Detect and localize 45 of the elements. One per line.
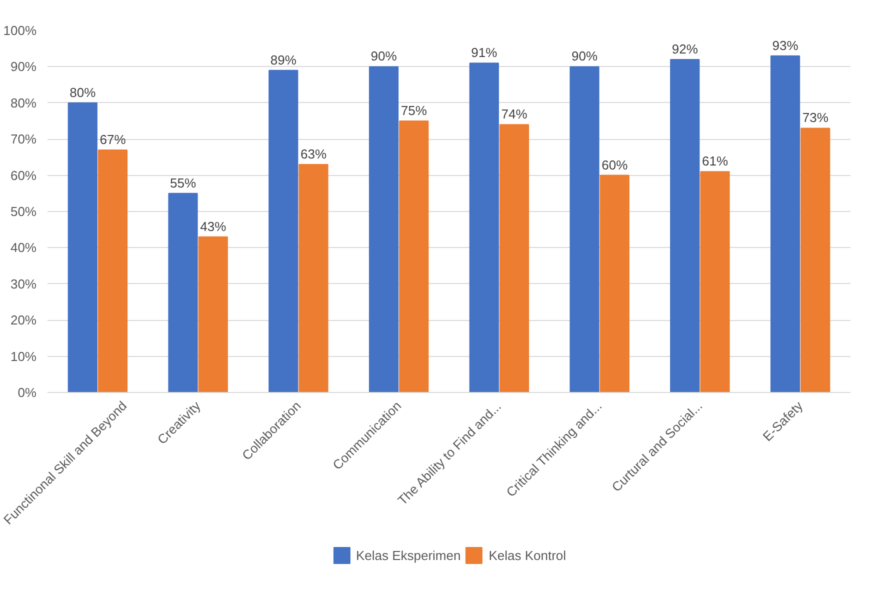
bar <box>670 58 700 392</box>
y-tick-label: 70% <box>10 132 37 147</box>
data-label: 90% <box>571 48 598 64</box>
bar <box>700 171 730 392</box>
bar <box>268 70 298 392</box>
data-label: 75% <box>400 103 428 118</box>
bar <box>499 124 530 392</box>
y-tick-label: 60% <box>10 168 37 183</box>
data-label: 73% <box>802 110 829 126</box>
y-tick-label: 40% <box>10 240 37 256</box>
data-label: 90% <box>370 48 398 64</box>
y-tick-label: 20% <box>10 312 37 328</box>
data-label: 89% <box>270 52 297 68</box>
bar <box>800 128 830 392</box>
bar <box>98 149 128 392</box>
bar <box>770 55 800 392</box>
y-tick-label: 50% <box>10 204 37 219</box>
y-tick-label: 30% <box>10 276 37 292</box>
bar <box>469 62 499 392</box>
data-label: 74% <box>501 106 528 122</box>
data-label: 67% <box>100 132 126 147</box>
bar <box>168 192 198 392</box>
data-label: 55% <box>170 175 196 190</box>
data-label: 91% <box>471 45 498 60</box>
bar <box>570 66 600 392</box>
data-label: 61% <box>702 154 728 169</box>
bar <box>68 102 98 392</box>
legend-label: Kelas Eksperimen <box>356 548 461 562</box>
legend-label: Kelas Kontrol <box>488 548 566 562</box>
data-label: 43% <box>200 218 227 234</box>
data-label: 80% <box>70 84 96 100</box>
data-label: 92% <box>672 41 698 56</box>
y-tick-label: 10% <box>10 348 37 364</box>
y-tick-label: 80% <box>10 95 37 110</box>
bar <box>399 120 429 392</box>
data-label: 93% <box>772 38 799 53</box>
data-label: 60% <box>602 157 628 172</box>
y-tick-label: 90% <box>10 59 37 74</box>
bar <box>298 164 328 392</box>
data-label: 63% <box>300 146 327 162</box>
y-tick-label: 100% <box>3 23 37 38</box>
y-tick-label: 0% <box>18 385 37 400</box>
bar <box>600 174 630 392</box>
bar <box>198 236 228 392</box>
bar <box>368 66 399 392</box>
